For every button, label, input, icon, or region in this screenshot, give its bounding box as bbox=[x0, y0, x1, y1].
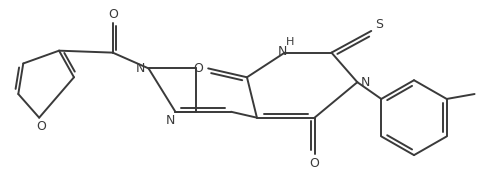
Text: N: N bbox=[278, 45, 287, 58]
Text: N: N bbox=[136, 62, 145, 75]
Text: O: O bbox=[108, 8, 118, 21]
Text: S: S bbox=[375, 18, 383, 31]
Text: O: O bbox=[310, 158, 320, 171]
Text: N: N bbox=[361, 76, 370, 89]
Text: O: O bbox=[193, 62, 203, 75]
Text: N: N bbox=[166, 114, 175, 127]
Text: H: H bbox=[285, 37, 294, 47]
Text: O: O bbox=[36, 120, 46, 133]
